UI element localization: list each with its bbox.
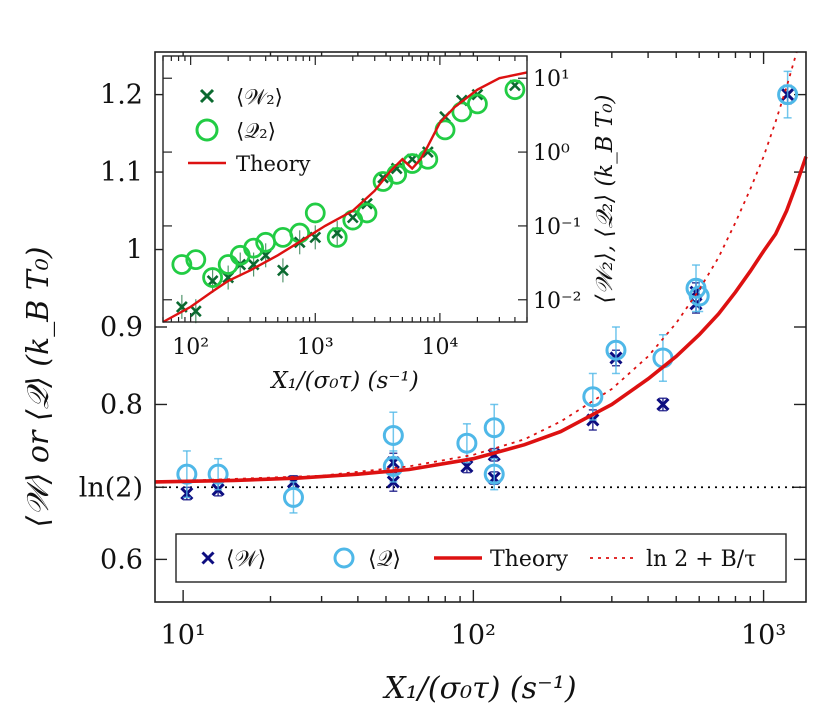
main-series-3 <box>154 51 798 483</box>
inset-series-2 <box>162 71 528 324</box>
inset-y-tick-label: 10⁻¹ <box>533 215 581 240</box>
main-series-2 <box>154 156 808 484</box>
inset-legend-marker-x <box>199 88 215 104</box>
inset-data-point-heat <box>356 202 378 224</box>
inset-x-axis: 10² 10³ 10⁴ <box>162 56 528 360</box>
main-legend-entry: ⟨𝒬⟩ <box>333 547 401 572</box>
inset-data-point-heat <box>326 226 348 248</box>
inset-data-point-heat <box>417 148 439 170</box>
data-point-heat <box>605 339 627 361</box>
main-y-tick-label: 1.2 <box>100 80 143 111</box>
inset-y-tick-label: 10¹ <box>533 67 570 92</box>
data-point-heat <box>777 84 799 106</box>
inset-data-point-work <box>276 264 289 277</box>
main-legend-entry: Theory <box>434 547 569 572</box>
main-y-tick-label: 1.1 <box>100 157 143 188</box>
inset-x-tick-label: 10³ <box>297 335 334 360</box>
inset-legend-marker-x-stroke-b <box>199 88 215 104</box>
main-legend-entry: ln 2 + B/τ <box>590 547 756 572</box>
inset-data-point-heat <box>467 93 488 115</box>
data-point-heat <box>382 455 404 477</box>
data-point-heat <box>382 424 404 446</box>
main-x-axis-title: X₁/(σ₀τ) (s⁻¹) <box>382 671 576 706</box>
inset-y-tick-label: 10⁻² <box>533 289 581 314</box>
inset-data-point-heat <box>202 267 223 288</box>
inset-data-point-work-stroke-b <box>206 274 219 287</box>
main-legend-entry: ⟨𝒲⟩ <box>201 547 266 572</box>
inset-data-point-work <box>421 146 434 158</box>
inset-y-axis: 10⁻² 10⁻¹ 10⁰ 10¹ <box>163 67 581 314</box>
inset-plot-background <box>163 56 527 322</box>
data-point-heat <box>582 386 604 408</box>
inset-data-point-heat <box>304 202 326 224</box>
main-y-tick-label: ln(2) <box>79 472 143 503</box>
inset-series-0 <box>175 79 521 324</box>
main-legend-label: Theory <box>490 547 569 572</box>
data-point-work-stroke-b <box>656 397 670 412</box>
inset-data-point-work-stroke-b <box>309 231 322 244</box>
inset-legend: ⟨𝒲₂⟩ ⟨𝒬₂⟩ Theory <box>188 85 311 176</box>
inset-data-point-work <box>346 211 359 224</box>
inset-legend-label: Theory <box>236 152 311 176</box>
inset-x-tick-label: 10² <box>172 335 209 360</box>
inset-chart: 10² 10³ 10⁴ 10⁻² 10⁻¹ 10⁰ 10¹ ⟨𝒲₂⟩ ⟨𝒬₂⟩ Theory X₁/… <box>162 55 618 394</box>
inset-data-point-heat <box>243 237 265 259</box>
main-asymptotic-curve <box>154 51 798 483</box>
legend-marker-circle <box>333 547 355 569</box>
main-y-tick-label: 1 <box>126 235 143 266</box>
inset-data-point-work-stroke-b <box>276 264 289 277</box>
data-point-heat <box>483 417 505 439</box>
inset-data-point-work-stroke-b <box>421 146 434 158</box>
inset-theory-curve <box>162 71 528 324</box>
main-x-tick-label: 10³ <box>741 620 786 651</box>
data-point-heat <box>688 285 710 307</box>
main-theory-curve <box>154 156 808 484</box>
inset-y-tick-label: 10⁰ <box>533 141 570 166</box>
inset-data-point-heat <box>171 254 193 275</box>
inset-data-point-work-stroke-b <box>175 301 188 313</box>
inset-legend-label: ⟨𝒲₂⟩ <box>236 85 283 109</box>
main-x-tick-label: 10² <box>451 620 496 651</box>
data-point-heat <box>282 486 304 508</box>
legend-marker-x <box>201 551 215 565</box>
main-x-tick-label: 10¹ <box>161 620 206 651</box>
data-point-heat <box>483 463 505 485</box>
data-point-heat <box>176 463 198 485</box>
main-legend-label: ln 2 + B/τ <box>646 547 756 572</box>
main-legend-label: ⟨𝒬⟩ <box>368 547 401 572</box>
inset-y-axis-title: ⟨𝒲₂⟩, ⟨𝒬₂⟩ (k_B T₀) <box>592 94 618 303</box>
inset-data-point-heat <box>504 79 526 101</box>
inset-x-axis-title: X₁/(σ₀τ) (s⁻¹) <box>269 368 418 394</box>
main-legend: ⟨𝒲⟩ ⟨𝒬⟩ Theory ln 2 + B/τ <box>175 533 787 583</box>
data-point-heat <box>207 463 229 485</box>
inset-x-tick-label: 10⁴ <box>421 335 458 360</box>
inset-legend-entry: Theory <box>188 152 311 176</box>
inset-data-point-heat <box>185 249 207 270</box>
inset-legend-entry: ⟨𝒲₂⟩ <box>199 85 283 109</box>
inset-data-point-work <box>206 274 219 287</box>
inset-series-1 <box>171 79 526 288</box>
inset-data-point-work-stroke-b <box>346 211 359 224</box>
main-legend-label: ⟨𝒲⟩ <box>226 547 266 572</box>
legend-marker-x-stroke-b <box>201 551 215 565</box>
data-point-heat <box>456 432 478 454</box>
data-point-work <box>656 397 670 412</box>
inset-data-point-work <box>189 305 202 318</box>
main-y-tick-label: 0.8 <box>100 389 143 420</box>
main-y-tick-label: 0.6 <box>100 544 143 575</box>
inset-legend-marker-circle <box>195 118 219 142</box>
main-y-axis-title: ⟨𝒲⟩ or ⟨𝒬⟩ (k_B T₀) <box>21 246 56 527</box>
inset-data-point-work-stroke-b <box>189 305 202 318</box>
inset-legend-label: ⟨𝒬₂⟩ <box>236 119 276 143</box>
main-y-tick-label: 0.9 <box>100 312 143 343</box>
inset-legend-entry: ⟨𝒬₂⟩ <box>195 118 276 143</box>
inset-plot-frame <box>162 55 528 323</box>
main-plot-frame <box>154 51 807 603</box>
inset-data-point-work-stroke-b <box>247 258 260 271</box>
main-series-1 <box>176 70 799 514</box>
